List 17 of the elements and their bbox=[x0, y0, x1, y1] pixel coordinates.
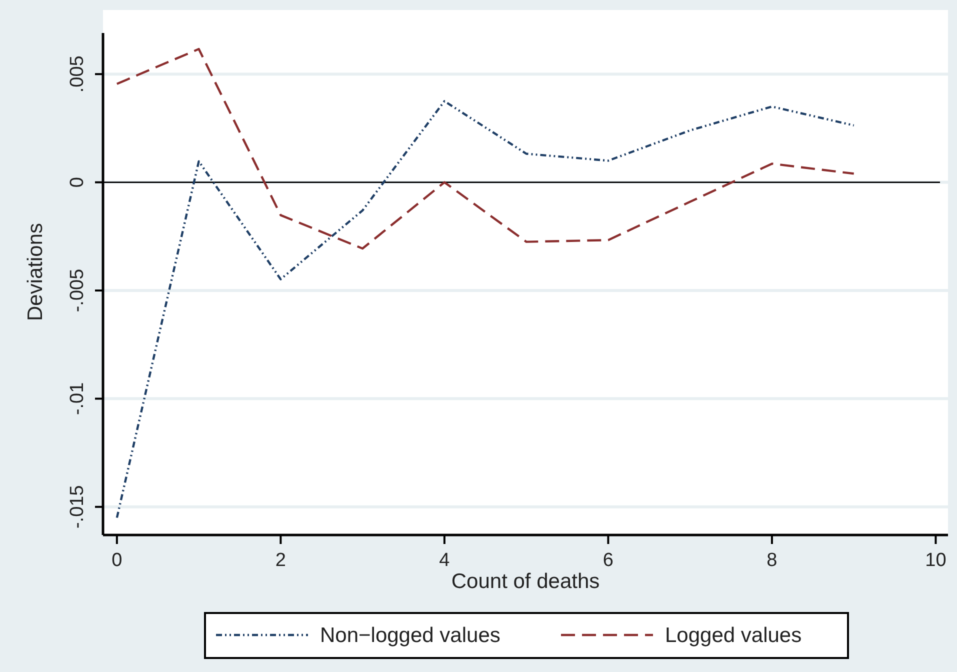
x-tick-label: 6 bbox=[602, 550, 614, 571]
x-tick-label: 8 bbox=[766, 550, 778, 571]
line-series bbox=[116, 48, 855, 250]
y-tick-label: .005 bbox=[67, 56, 88, 93]
x-tick-label: 10 bbox=[925, 550, 946, 571]
y-tick-label: -.01 bbox=[67, 382, 88, 416]
legend-label: Non−logged values bbox=[320, 624, 500, 647]
line-series bbox=[116, 100, 855, 519]
x-tick-label: 0 bbox=[112, 550, 122, 571]
x-tick-label: 4 bbox=[439, 550, 450, 571]
y-tick-label: 0 bbox=[67, 177, 88, 188]
x-axis-title: Count of deaths bbox=[451, 570, 600, 593]
y-tick-label: -.015 bbox=[67, 485, 88, 529]
x-tick-label: 2 bbox=[275, 550, 286, 571]
y-axis-title: Deviations bbox=[24, 222, 47, 322]
legend-label: Logged values bbox=[665, 624, 802, 647]
y-tick-label: -.005 bbox=[67, 268, 88, 312]
